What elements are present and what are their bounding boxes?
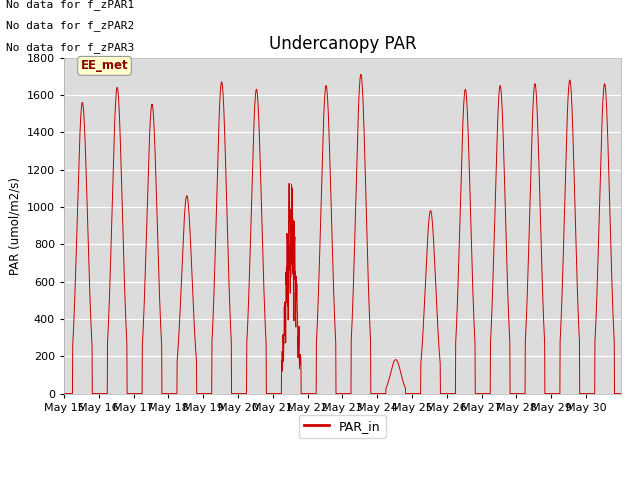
Text: No data for f_zPAR2: No data for f_zPAR2 <box>6 20 134 31</box>
Legend: PAR_in: PAR_in <box>299 415 386 438</box>
Text: EE_met: EE_met <box>81 60 129 72</box>
Title: Undercanopy PAR: Undercanopy PAR <box>269 35 416 53</box>
Y-axis label: PAR (umol/m2/s): PAR (umol/m2/s) <box>8 177 21 275</box>
Text: No data for f_zPAR1: No data for f_zPAR1 <box>6 0 134 10</box>
Text: No data for f_zPAR3: No data for f_zPAR3 <box>6 42 134 53</box>
